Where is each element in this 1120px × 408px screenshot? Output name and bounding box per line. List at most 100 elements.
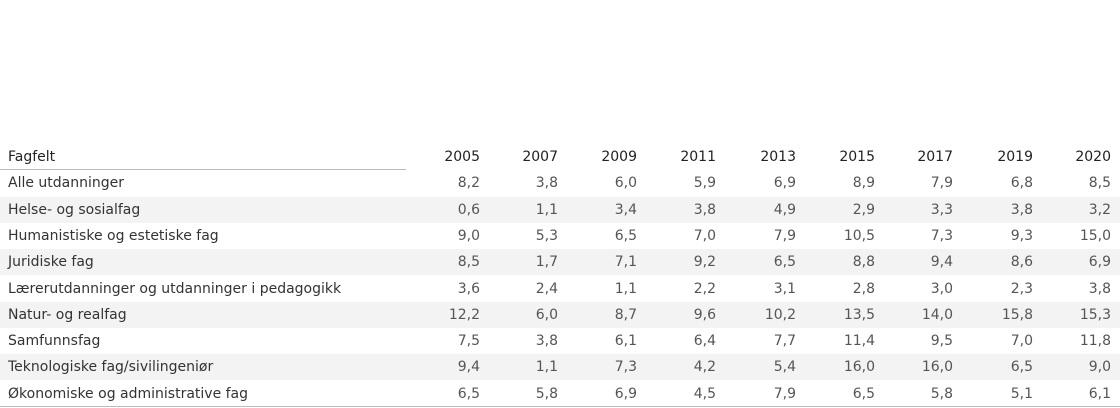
row-label: Teknologiske fag/sivilingeniør	[8, 359, 214, 376]
table-cell: 5,8	[535, 385, 558, 402]
table-cell: 9,5	[930, 333, 953, 350]
column-header: 2009	[601, 149, 637, 165]
column-header: 2019	[997, 149, 1033, 165]
table-cell: 1,1	[614, 280, 637, 297]
column-header: Fagfelt	[8, 149, 56, 165]
table-cell: 9,6	[693, 306, 716, 323]
table-cell: 6,8	[1010, 175, 1033, 192]
table-cell: 4,2	[693, 359, 716, 376]
row-band	[0, 354, 1120, 381]
table-cell: 1,1	[535, 201, 558, 218]
table-cell: 6,5	[852, 385, 875, 402]
table-cell: 8,6	[1010, 254, 1033, 271]
table-cell: 7,1	[614, 254, 637, 271]
table-cell: 6,5	[457, 385, 480, 402]
row-band	[0, 249, 1120, 276]
table-cell: 9,2	[693, 254, 716, 271]
table-cell: 2,3	[1010, 280, 1033, 297]
table-cell: 9,3	[1010, 227, 1033, 244]
table-cell: 3,8	[535, 333, 558, 350]
table-cell: 3,1	[773, 280, 796, 297]
table-cell: 6,5	[1010, 359, 1033, 376]
table-cell: 5,1	[1010, 385, 1033, 402]
table-cell: 7,3	[930, 227, 953, 244]
table-cell: 8,9	[852, 175, 875, 192]
row-label: Økonomiske og administrative fag	[8, 385, 249, 402]
table-cell: 10,5	[843, 227, 875, 244]
table-cell: 6,9	[1088, 254, 1111, 271]
table-cell: 3,2	[1088, 201, 1111, 218]
table-cell: 10,2	[764, 306, 796, 323]
table-cell: 3,8	[535, 175, 558, 192]
table-cell: 1,7	[535, 254, 558, 271]
table-cell: 7,9	[930, 175, 953, 192]
row-label: Lærerutdanninger og utdanninger i pedago…	[8, 280, 342, 297]
table-cell: 15,8	[1001, 306, 1033, 323]
table-cell: 3,0	[930, 280, 953, 297]
table-cell: 7,5	[457, 333, 480, 350]
table-cell: 6,5	[773, 254, 796, 271]
table-cell: 5,3	[535, 227, 558, 244]
table-cell: 6,0	[535, 306, 558, 323]
row-band	[0, 196, 1120, 223]
row-label: Alle utdanninger	[8, 175, 125, 192]
table-cell: 12,2	[448, 306, 480, 323]
table-cell: 3,8	[693, 201, 716, 218]
table-cell: 3,8	[1088, 280, 1111, 297]
row-label: Juridiske fag	[8, 254, 94, 271]
table-cell: 6,9	[773, 175, 796, 192]
table-cell: 7,3	[614, 359, 637, 376]
table-cell: 3,6	[457, 280, 480, 297]
table-cell: 8,5	[457, 254, 480, 271]
table-cell: 11,4	[843, 333, 875, 350]
table-cell: 1,1	[535, 359, 558, 376]
bottom-rule	[0, 406, 1120, 407]
row-label: Helse- og sosialfag	[8, 201, 141, 218]
table-cell: 9,4	[457, 359, 480, 376]
table-cell: 15,0	[1079, 227, 1111, 244]
table-cell: 15,3	[1079, 306, 1111, 323]
table-cell: 2,8	[852, 280, 875, 297]
column-header: 2020	[1075, 149, 1111, 165]
table-cell: 5,4	[773, 359, 796, 376]
table-cell: 7,9	[773, 385, 796, 402]
column-header: 2005	[444, 149, 480, 165]
column-header: 2017	[917, 149, 953, 165]
table-cell: 7,7	[773, 333, 796, 350]
table-cell: 6,5	[614, 227, 637, 244]
header-rule	[0, 169, 406, 170]
row-label: Humanistiske og estetiske fag	[8, 227, 219, 244]
column-header: 2011	[680, 149, 716, 165]
table-cell: 16,0	[843, 359, 875, 376]
table-cell: 6,1	[1088, 385, 1111, 402]
table-cell: 2,2	[693, 280, 716, 297]
table-cell: 6,0	[614, 175, 637, 192]
table-cell: 8,8	[852, 254, 875, 271]
table-cell: 8,2	[457, 175, 480, 192]
row-band	[0, 301, 1120, 328]
table-cell: 14,0	[921, 306, 953, 323]
column-header: 2013	[760, 149, 796, 165]
table-cell: 7,9	[773, 227, 796, 244]
table-cell: 3,8	[1010, 201, 1033, 218]
row-label: Natur- og realfag	[8, 306, 127, 323]
table-cell: 4,5	[693, 385, 716, 402]
table-cell: 3,3	[930, 201, 953, 218]
table-cell: 4,9	[773, 201, 796, 218]
table-cell: 3,4	[614, 201, 637, 218]
table-cell: 13,5	[843, 306, 875, 323]
table-cell: 6,4	[693, 333, 716, 350]
table-cell: 9,0	[1088, 359, 1111, 376]
table-cell: 9,0	[457, 227, 480, 244]
table-cell: 5,8	[930, 385, 953, 402]
table-cell: 11,8	[1079, 333, 1111, 350]
column-header: 2007	[522, 149, 558, 165]
table-cell: 2,9	[852, 201, 875, 218]
table-cell: 6,1	[614, 333, 637, 350]
table-cell: 8,5	[1088, 175, 1111, 192]
table-cell: 7,0	[693, 227, 716, 244]
table-cell: 0,6	[457, 201, 480, 218]
table-cell: 9,4	[930, 254, 953, 271]
table-cell: 8,7	[614, 306, 637, 323]
